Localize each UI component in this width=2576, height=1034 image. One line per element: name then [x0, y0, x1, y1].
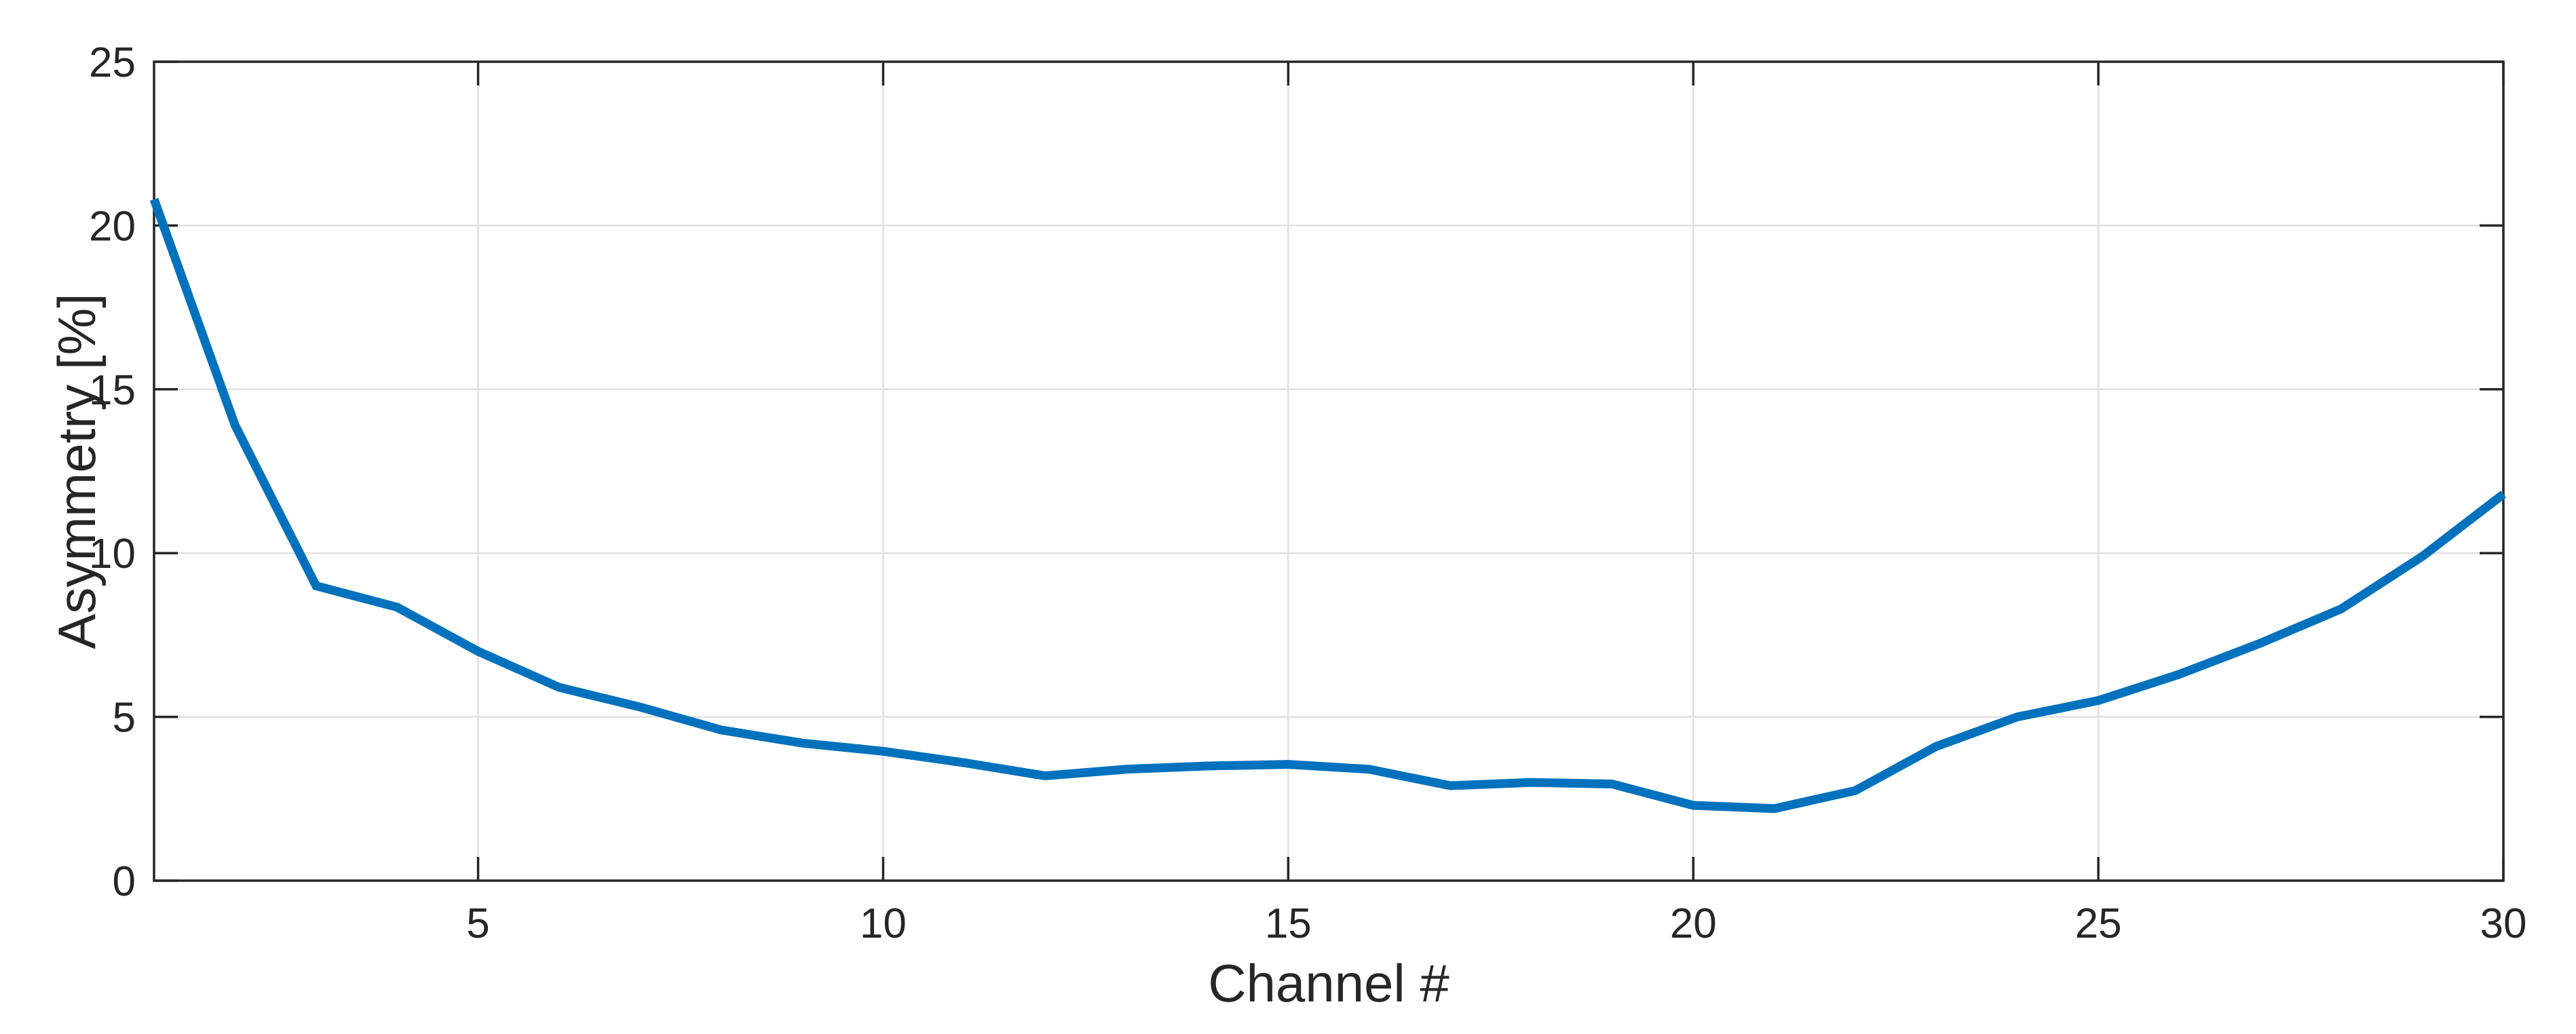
y-tick-labels: 0 5 10 15 20 25: [89, 39, 136, 905]
x-tick-labels: 5 10 15 20 25 30: [466, 900, 2526, 947]
x-axis-label: Channel #: [1208, 953, 1450, 1013]
x-tick-label-30: 30: [2480, 900, 2527, 947]
axis-ticks: [154, 60, 2505, 882]
y-tick-label-20: 20: [89, 203, 136, 250]
x-tick-label-15: 15: [1265, 900, 1312, 947]
axis-box: [153, 60, 2505, 882]
x-tick-label-5: 5: [466, 900, 489, 947]
y-axis-label: Asymmetry [%]: [47, 293, 107, 649]
grid: [154, 60, 2505, 882]
x-tick-label-10: 10: [860, 900, 907, 947]
x-tick-label-25: 25: [2075, 900, 2122, 947]
x-tick-label-20: 20: [1670, 900, 1717, 947]
series-line: [149, 197, 2506, 813]
y-tick-label-10: 10: [89, 531, 136, 577]
y-tick-label-15: 15: [89, 367, 136, 414]
y-tick-label-25: 25: [89, 39, 136, 86]
y-tick-label-5: 5: [113, 695, 136, 742]
y-tick-label-0: 0: [113, 858, 136, 905]
